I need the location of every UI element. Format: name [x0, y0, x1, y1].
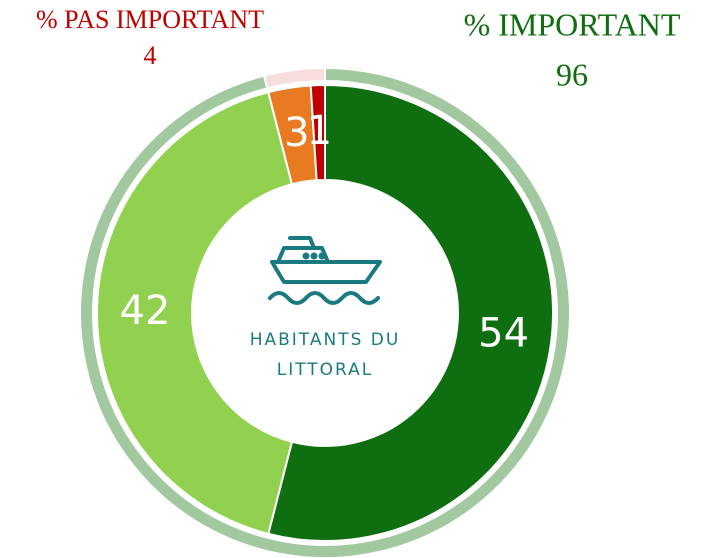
data-label: 3	[284, 110, 309, 156]
donut-segment	[96, 90, 294, 536]
category-label: % IMPORTANT	[464, 6, 681, 42]
data-label: 42	[120, 288, 171, 334]
center-label: HABITANTS DU	[250, 330, 401, 350]
donut-segment	[267, 83, 554, 542]
donut-segment	[262, 66, 326, 90]
data-label: 1	[307, 108, 332, 154]
center-label: LITTORAL	[277, 360, 374, 380]
category-value: 4	[144, 41, 157, 70]
boat-icon	[268, 236, 382, 305]
category-value: 96	[556, 56, 588, 92]
data-label: 54	[478, 311, 529, 357]
category-label: % PAS IMPORTANT	[36, 5, 264, 34]
donut-segment	[309, 83, 326, 182]
